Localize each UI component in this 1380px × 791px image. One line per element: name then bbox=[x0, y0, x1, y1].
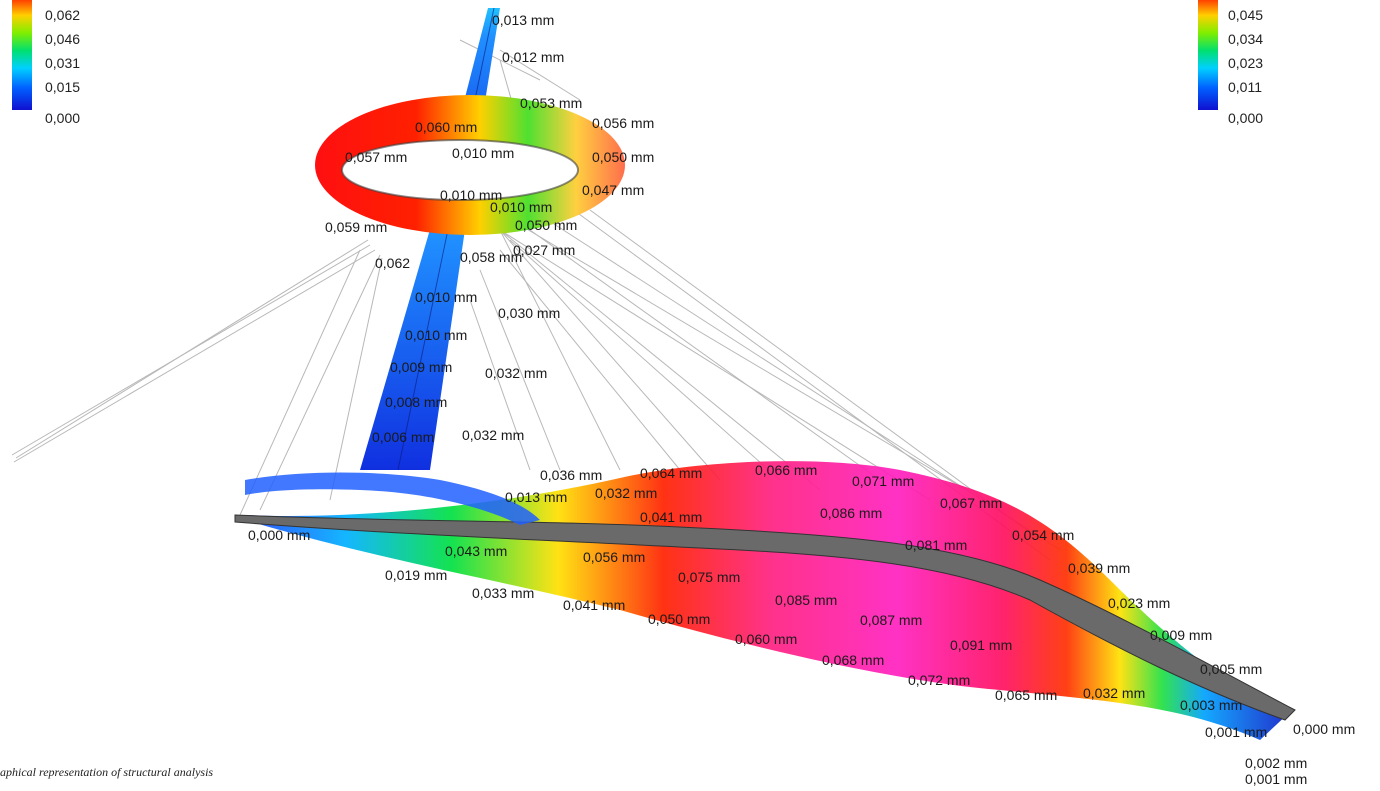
arch-base bbox=[245, 472, 540, 525]
label-d-081: 0,081 mm bbox=[905, 537, 967, 553]
label-pylon-2: 0,012 mm bbox=[502, 49, 564, 65]
legend-right-tick: 0,023 bbox=[1228, 55, 1264, 71]
label-ring-bottom-left: 0,059 mm bbox=[325, 219, 387, 235]
label-p-062: 0,062 bbox=[375, 255, 410, 271]
legend-right-tick: 0,000 bbox=[1228, 110, 1264, 126]
label-d-087: 0,087 mm bbox=[860, 612, 922, 628]
label-p-032b: 0,032 mm bbox=[462, 427, 524, 443]
label-d-000a: 0,000 mm bbox=[248, 527, 310, 543]
figure-caption: aphical representation of structural ana… bbox=[0, 765, 214, 779]
stay-cables bbox=[11, 39, 1061, 561]
label-d-033: 0,033 mm bbox=[472, 585, 534, 601]
label-d-091: 0,091 mm bbox=[950, 637, 1012, 653]
legend-right-tick: 0,045 bbox=[1228, 7, 1264, 23]
label-ring-r3: 0,047 mm bbox=[582, 182, 644, 198]
label-p-006: 0,006 mm bbox=[372, 429, 434, 445]
label-d-009: 0,009 mm bbox=[1150, 627, 1212, 643]
label-d-060: 0,060 mm bbox=[735, 631, 797, 647]
legend-left-tick: 0,015 bbox=[45, 79, 81, 95]
label-ring-r2: 0,050 mm bbox=[592, 149, 654, 165]
label-p-010a: 0,010 mm bbox=[415, 289, 477, 305]
label-ring-bottom: 0,050 mm bbox=[515, 217, 577, 233]
legend-right-tick: 0,011 bbox=[1228, 79, 1262, 95]
label-ring-top: 0,053 mm bbox=[520, 95, 582, 111]
legend-right-colorbar bbox=[1198, 0, 1218, 110]
label-d-085: 0,085 mm bbox=[775, 592, 837, 608]
legend-right: 0,045 0,034 0,023 0,011 0,000 bbox=[1190, 0, 1300, 130]
legend-left-colorbar bbox=[12, 0, 32, 110]
label-p-032a: 0,032 mm bbox=[485, 365, 547, 381]
label-d-041b: 0,041 mm bbox=[563, 597, 625, 613]
label-ring-r1: 0,056 mm bbox=[592, 115, 654, 131]
label-ring-inner1: 0,057 mm bbox=[345, 149, 407, 165]
label-d-001b: 0,001 mm bbox=[1245, 771, 1307, 787]
label-d-067: 0,067 mm bbox=[940, 495, 1002, 511]
legend-left-tick: 0,031 bbox=[45, 55, 81, 71]
legend-left-tick: 0,000 bbox=[45, 110, 81, 126]
label-d-075: 0,075 mm bbox=[678, 569, 740, 585]
label-d-050: 0,050 mm bbox=[648, 611, 710, 627]
label-d-032c: 0,032 mm bbox=[595, 485, 657, 501]
deck bbox=[234, 514, 1296, 721]
legend-right-tick: 0,034 bbox=[1228, 31, 1264, 47]
label-d-039: 0,039 mm bbox=[1068, 560, 1130, 576]
label-d-065: 0,065 mm bbox=[995, 687, 1057, 703]
label-p-027: 0,027 mm bbox=[513, 242, 575, 258]
label-d-019: 0,019 mm bbox=[385, 567, 447, 583]
label-d-043: 0,043 mm bbox=[445, 543, 507, 559]
legend-left-tick: 0,046 bbox=[45, 31, 81, 47]
label-d-005: 0,005 mm bbox=[1200, 661, 1262, 677]
label-d-054: 0,054 mm bbox=[1012, 527, 1074, 543]
label-d-066: 0,066 mm bbox=[755, 462, 817, 478]
label-d-056: 0,056 mm bbox=[583, 549, 645, 565]
label-d-023: 0,023 mm bbox=[1108, 595, 1170, 611]
label-p-009: 0,009 mm bbox=[390, 359, 452, 375]
label-d-002: 0,002 mm bbox=[1245, 755, 1307, 771]
label-d-013: 0,013 mm bbox=[505, 489, 567, 505]
displacement-labels: 0,013 mm 0,012 mm 0,053 mm 0,060 mm 0,05… bbox=[248, 12, 1355, 787]
label-d-064: 0,064 mm bbox=[640, 465, 702, 481]
label-p-010b: 0,010 mm bbox=[405, 327, 467, 343]
label-ring-left: 0,060 mm bbox=[415, 119, 477, 135]
label-d-041: 0,041 mm bbox=[640, 509, 702, 525]
label-d-036: 0,036 mm bbox=[540, 467, 602, 483]
ring bbox=[315, 95, 625, 235]
label-d-032d: 0,032 mm bbox=[1083, 685, 1145, 701]
label-ring-inner4: 0,010 mm bbox=[490, 199, 552, 215]
label-p-008: 0,008 mm bbox=[385, 394, 447, 410]
label-pylon-top: 0,013 mm bbox=[492, 12, 554, 28]
label-p-058: 0,058 mm bbox=[460, 249, 522, 265]
label-d-003: 0,003 mm bbox=[1180, 697, 1242, 713]
label-d-086: 0,086 mm bbox=[820, 505, 882, 521]
label-d-072: 0,072 mm bbox=[908, 672, 970, 688]
label-ring-inner3: 0,010 mm bbox=[440, 187, 502, 203]
label-p-030: 0,030 mm bbox=[498, 305, 560, 321]
label-d-068: 0,068 mm bbox=[822, 652, 884, 668]
label-ring-inner2: 0,010 mm bbox=[452, 145, 514, 161]
legend-left-tick: 0,062 bbox=[45, 7, 81, 23]
legend-left: 0,062 0,046 0,031 0,015 0,000 bbox=[0, 0, 110, 130]
label-d-001a: 0,001 mm bbox=[1205, 724, 1267, 740]
label-d-071: 0,071 mm bbox=[852, 473, 914, 489]
label-d-000b: 0,000 mm bbox=[1293, 721, 1355, 737]
